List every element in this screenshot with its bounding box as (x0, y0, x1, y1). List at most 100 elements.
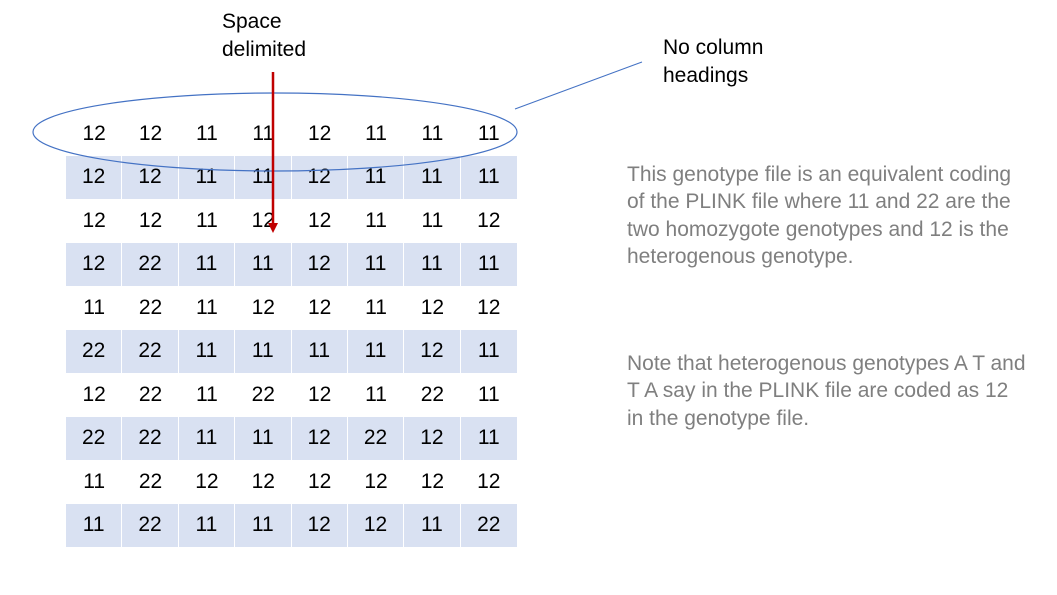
genotype-row: 11 22 11 12 12 11 12 12 (66, 286, 517, 330)
genotype-cell: 11 (179, 503, 236, 547)
genotype-row: 12 12 11 11 12 11 11 11 (66, 155, 517, 199)
genotype-grid: 12 12 11 11 12 11 11 11 12 12 11 11 12 11 11 11 12 12 11 12… (66, 112, 517, 547)
genotype-row: 12 12 11 12 12 11 11 12 (66, 199, 517, 243)
genotype-cell: 11 (179, 416, 236, 460)
genotype-cell: 11 (477, 339, 500, 363)
genotype-cell: 12 (138, 121, 163, 145)
genotype-cell: 12 (292, 503, 348, 547)
genotype-cell: 12 (122, 155, 179, 199)
genotype-cell: 12 (420, 469, 445, 493)
genotype-cell: 11 (421, 208, 444, 232)
genotype-cell: 11 (365, 208, 387, 232)
genotype-row: 12 12 11 11 12 11 11 11 (66, 112, 517, 156)
genotype-cell: 12 (308, 469, 332, 493)
genotype-cell: 11 (235, 242, 292, 286)
genotype-cell: 22 (251, 382, 275, 406)
callout-connector-line (514, 61, 643, 110)
genotype-cell: 22 (122, 329, 179, 373)
genotype-cell: 12 (308, 121, 332, 145)
genotype-cell: 12 (348, 503, 405, 547)
space-delimited-line-2: delimited (222, 38, 307, 62)
genotype-cell: 12 (251, 295, 275, 319)
genotype-cell: 12 (477, 469, 501, 493)
space-delimited-line-1: Space (222, 10, 282, 33)
genotype-cell: 11 (252, 121, 275, 145)
genotype-cell: 12 (82, 121, 106, 145)
genotype-cell: 22 (122, 242, 179, 286)
genotype-cell: 11 (66, 503, 123, 547)
genotype-cell: 11 (196, 295, 218, 319)
no-column-headings-label: No column headings (663, 34, 813, 91)
genotype-row: 22 22 11 11 11 11 12 11 (66, 329, 517, 373)
genotype-cell: 11 (348, 242, 405, 286)
genotype-cell: 12 (364, 469, 388, 493)
genotype-cell: 11 (83, 295, 106, 319)
genotype-row: 12 22 11 11 12 11 11 11 (66, 242, 517, 286)
genotype-cell: 22 (66, 416, 123, 460)
genotype-row: 11 22 12 12 12 12 12 12 (66, 460, 517, 504)
genotype-cell: 11 (421, 121, 444, 145)
genotype-cell: 12 (66, 242, 123, 286)
genotype-cell: 11 (235, 416, 292, 460)
genotype-cell: 12 (477, 295, 501, 319)
genotype-cell: 12 (251, 208, 275, 232)
genotype-cell: 11 (235, 503, 292, 547)
genotype-cell: 12 (195, 469, 219, 493)
no-column-headings-line-2: headings (663, 64, 749, 88)
genotype-cell: 11 (196, 121, 218, 145)
genotype-cell: 11 (477, 252, 500, 276)
equivalent-coding-note: This genotype file is an equivalent codi… (627, 163, 1012, 268)
genotype-cell: 12 (404, 329, 461, 373)
genotype-cell: 22 (477, 513, 501, 537)
genotype-cell: 22 (122, 416, 179, 460)
genotype-cell: 12 (82, 208, 106, 232)
genotype-cell: 12 (308, 208, 332, 232)
genotype-cell: 12 (292, 416, 348, 460)
genotype-cell: 12 (477, 208, 501, 232)
genotype-cell: 11 (83, 469, 106, 493)
genotype-cell: 11 (477, 382, 500, 406)
genotype-cell: 11 (179, 329, 236, 373)
genotype-cell: 11 (477, 165, 500, 189)
genotype-cell: 11 (365, 382, 387, 406)
genotype-row: 12 22 11 22 12 11 22 11 (66, 373, 517, 417)
genotype-cell: 11 (365, 295, 387, 319)
genotype-cell: 22 (138, 469, 163, 493)
genotype-cell: 11 (365, 121, 387, 145)
genotype-cell: 12 (82, 382, 106, 406)
genotype-row: 22 22 11 11 12 22 12 11 (66, 416, 517, 460)
genotype-cell: 12 (292, 155, 348, 199)
genotype-cell: 12 (420, 295, 445, 319)
genotype-cell: 11 (292, 329, 348, 373)
genotype-cell: 12 (308, 295, 332, 319)
genotype-cell: 12 (404, 416, 461, 460)
genotype-cell: 22 (420, 382, 445, 406)
genotype-cell: 11 (196, 382, 218, 406)
genotype-cell: 22 (138, 295, 163, 319)
genotype-cell: 12 (138, 208, 163, 232)
genotype-cell: 12 (251, 469, 275, 493)
genotype-cell: 11 (235, 329, 292, 373)
genotype-cell: 11 (404, 155, 461, 199)
genotype-cell: 11 (196, 208, 218, 232)
genotype-cell: 12 (308, 382, 332, 406)
genotype-cell: 11 (179, 155, 236, 199)
genotype-cell: 11 (348, 155, 405, 199)
genotype-cell: 11 (179, 242, 236, 286)
genotype-cell: 12 (292, 242, 348, 286)
heterogenous-note: Note that heterogenous genotypes A T and… (627, 352, 1026, 430)
genotype-cell: 22 (66, 329, 123, 373)
space-delimited-label: Space delimited (222, 8, 342, 65)
genotype-row: 11 22 11 11 12 12 11 22 (66, 503, 517, 547)
genotype-cell: 11 (477, 121, 500, 145)
genotype-cell: 22 (122, 503, 179, 547)
genotype-cell: 12 (66, 155, 123, 199)
no-column-headings-line-1: No column (663, 36, 764, 59)
genotype-cell: 11 (404, 242, 461, 286)
genotype-cell: 11 (235, 155, 292, 199)
genotype-cell: 11 (348, 329, 405, 373)
genotype-cell: 11 (477, 426, 500, 450)
genotype-cell: 22 (138, 382, 163, 406)
genotype-cell: 22 (348, 416, 405, 460)
genotype-cell: 11 (404, 503, 461, 547)
